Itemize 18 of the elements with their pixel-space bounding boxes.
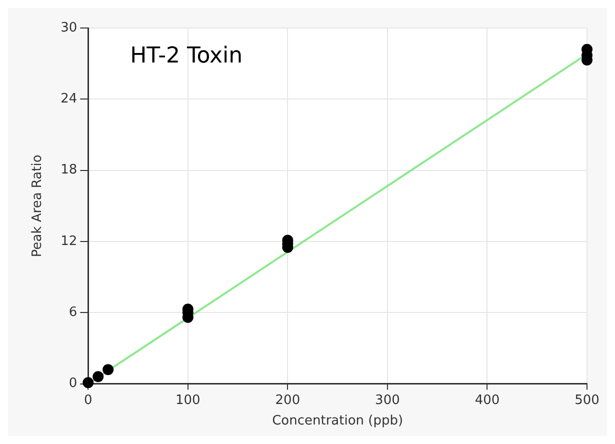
y-axis-title: Peak Area Ratio: [30, 154, 46, 258]
x-tick-label: 300: [375, 392, 400, 408]
y-tick-label: 30: [60, 20, 78, 36]
text: HT-2 Toxin: [130, 44, 243, 69]
x-tick-label: 200: [275, 392, 300, 408]
point: [82, 377, 94, 388]
y-tick-label: 12: [60, 234, 78, 249]
point: [92, 371, 104, 382]
point: [102, 364, 114, 376]
y-tick-label: 6: [68, 305, 78, 320]
x-axis-title: Concentration (ppb): [272, 414, 404, 429]
x-tick-label: 0: [84, 392, 92, 408]
x-tick-label: 500: [574, 392, 600, 408]
y-tick-label: 0: [68, 376, 78, 392]
y-tick-label: 18: [60, 162, 78, 178]
y-tick-label: 24: [60, 92, 78, 107]
x-tick-label: 400: [474, 392, 500, 408]
x-tick-label: 100: [176, 392, 200, 408]
